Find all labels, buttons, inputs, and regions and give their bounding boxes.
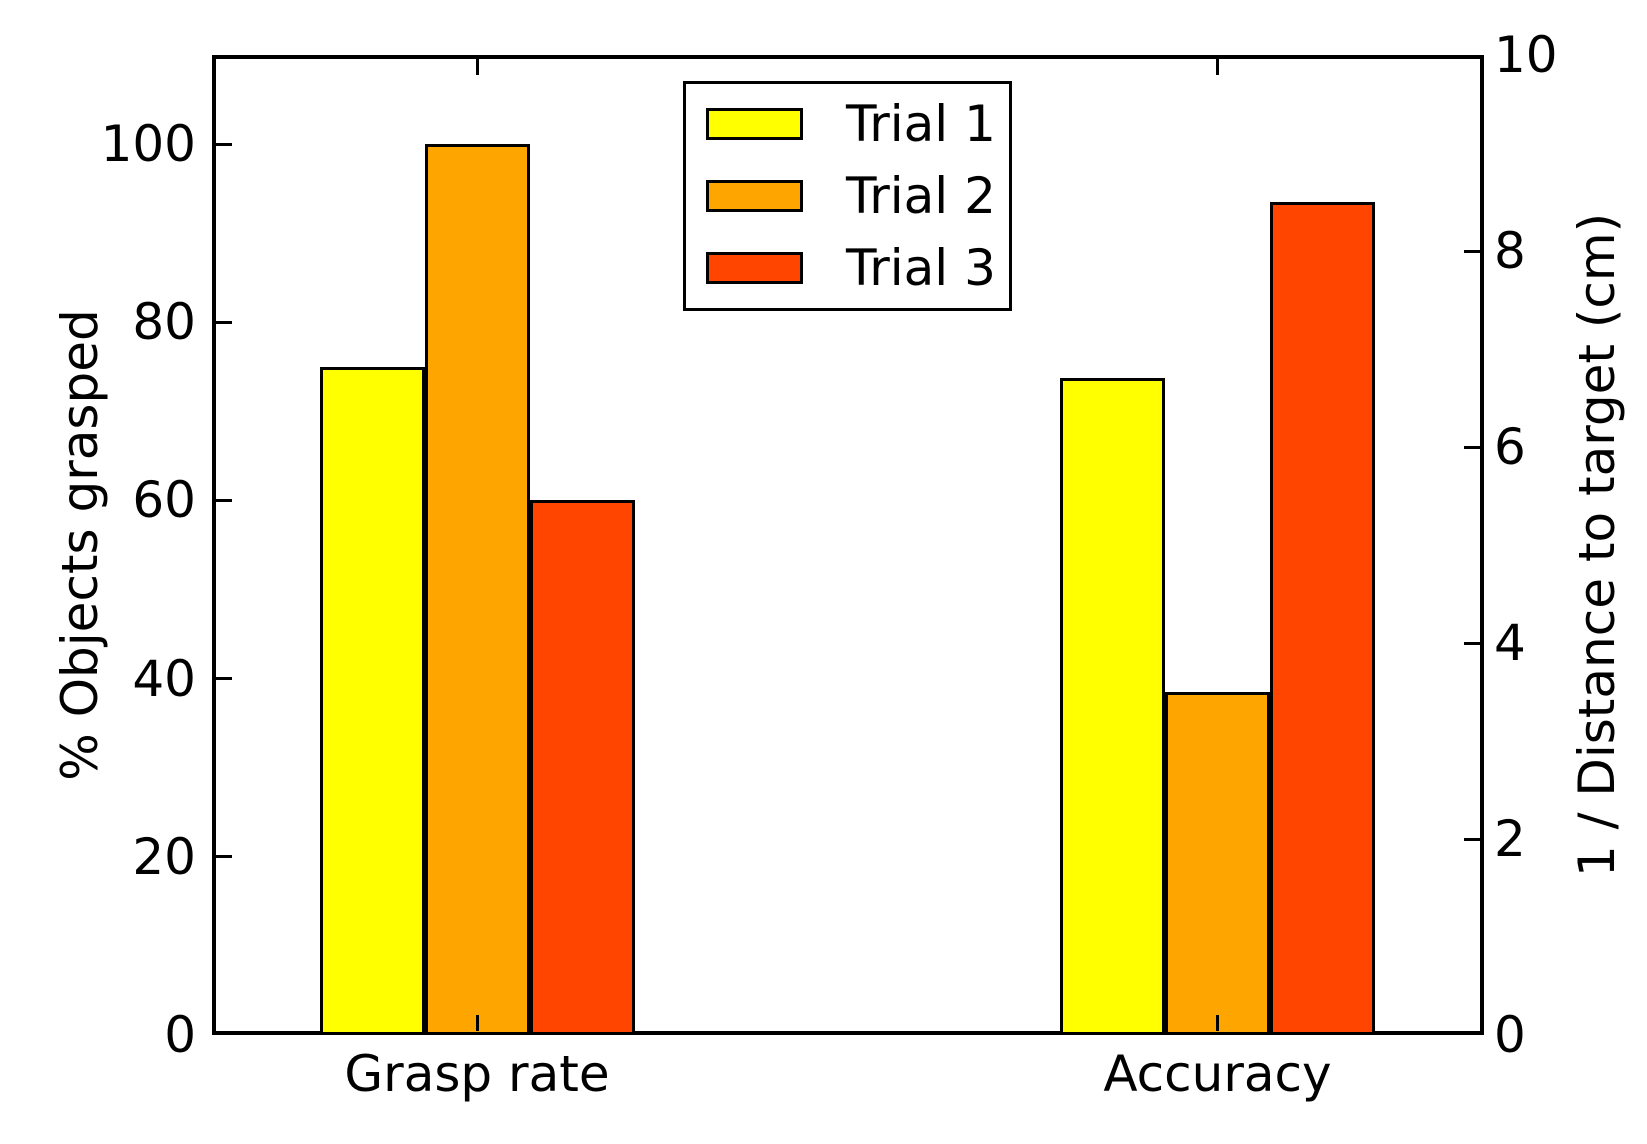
top-x-tick (475, 59, 479, 75)
left-y-tick-label: 60 (132, 471, 196, 530)
right-y-tick-label: 0 (1494, 1006, 1526, 1064)
left-y-axis-label: % Objects grasped (51, 309, 109, 781)
right-y-tick (1464, 445, 1480, 449)
bar-trial-2-grasp-rate (424, 144, 530, 1035)
top-x-tick (1216, 59, 1219, 75)
left-y-tick (216, 855, 232, 859)
left-y-tick-label: 40 (132, 649, 196, 708)
bar-trial-2-accuracy (1165, 692, 1270, 1035)
right-y-tick (1464, 837, 1480, 841)
left-y-tick-label: 0 (164, 1006, 196, 1064)
left-y-tick-label: 80 (132, 293, 196, 352)
legend: Trial 1 Trial 2 Trial 3 (683, 81, 1012, 311)
right-y-tick-label: 4 (1494, 614, 1526, 672)
left-y-tick (216, 320, 232, 324)
left-y-tick-label: 20 (132, 827, 196, 886)
bar-trial-3-grasp-rate (529, 500, 635, 1035)
bottom-x-tick (475, 1015, 479, 1031)
bar-trial-3-accuracy (1270, 202, 1375, 1035)
right-y-tick-label: 8 (1494, 222, 1526, 280)
legend-label-trial-3: Trial 3 (846, 239, 996, 297)
bar-trial-1-grasp-rate (319, 366, 425, 1035)
bottom-x-tick (1216, 1015, 1219, 1031)
left-y-tick (216, 498, 232, 502)
legend-entry-trial-1: Trial 1 (686, 88, 1009, 160)
legend-label-trial-2: Trial 2 (846, 167, 996, 225)
bar-trial-1-accuracy (1060, 378, 1165, 1035)
right-y-tick-label: 10 (1494, 26, 1558, 84)
legend-entry-trial-2: Trial 2 (686, 160, 1009, 232)
left-y-tick (216, 142, 232, 146)
legend-label-trial-1: Trial 1 (846, 95, 996, 153)
left-y-tick-label: 100 (100, 115, 196, 174)
legend-swatch-trial-3-icon (706, 252, 803, 284)
legend-swatch-trial-2-icon (706, 180, 803, 212)
right-y-tick-label: 2 (1494, 810, 1526, 868)
plot-area (212, 55, 1484, 1035)
x-category-label-grasp-rate: Grasp rate (344, 1045, 610, 1103)
legend-swatch-trial-1-icon (706, 108, 803, 140)
right-y-tick (1464, 641, 1480, 645)
legend-entry-trial-3: Trial 3 (686, 232, 1009, 304)
x-category-label-accuracy: Accuracy (1103, 1045, 1332, 1103)
right-y-tick-label: 6 (1494, 418, 1526, 476)
right-y-tick (1464, 249, 1480, 253)
right-y-axis-label: 1 / Distance to target (cm) (1568, 212, 1626, 878)
left-y-tick (216, 677, 232, 681)
